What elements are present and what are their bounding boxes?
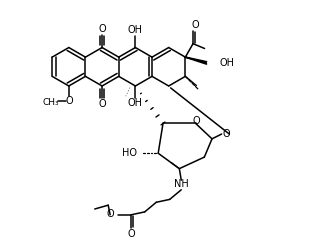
Text: NH: NH (174, 179, 189, 189)
Text: O: O (98, 24, 106, 34)
Text: O: O (98, 99, 106, 109)
Text: ····: ···· (122, 84, 135, 98)
Text: O: O (191, 20, 199, 30)
Text: O: O (106, 209, 114, 219)
Text: O: O (66, 96, 74, 106)
Text: O: O (193, 116, 200, 126)
Text: HO: HO (122, 148, 137, 158)
Text: OH: OH (128, 25, 143, 35)
Text: O: O (223, 129, 230, 139)
Text: CH₃: CH₃ (42, 98, 59, 107)
Text: O: O (127, 229, 135, 239)
Text: OH: OH (128, 98, 143, 108)
Text: OH: OH (220, 58, 235, 68)
